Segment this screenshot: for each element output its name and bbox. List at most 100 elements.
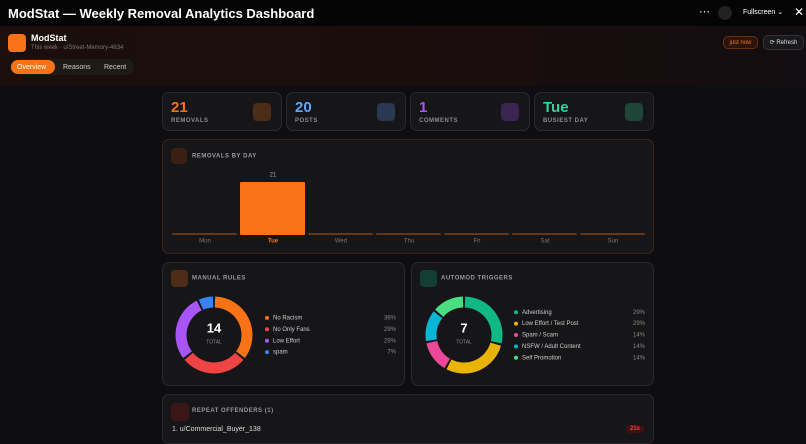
header: ModStat This week · u/Street-Memory-4634… xyxy=(0,26,806,86)
section-title: REPEAT OFFENDERS (1) xyxy=(192,408,274,414)
title-bar: ModStat — Weekly Removal Analytics Dashb… xyxy=(0,0,806,26)
section-icon xyxy=(420,270,437,287)
legend-value: 36% xyxy=(384,315,397,321)
donut-total-label: TOTAL xyxy=(456,339,472,345)
bar-value-label: 21 xyxy=(270,173,277,179)
bar xyxy=(172,233,237,235)
pie-card: MANUAL RULES No Racism 36% No Only Fans 29% L… xyxy=(162,262,405,386)
legend-value: 14% xyxy=(633,333,646,339)
donut-total: 7 xyxy=(460,320,467,335)
legend-dot xyxy=(265,338,269,343)
legend-value: 29% xyxy=(633,321,646,327)
tab[interactable]: Reasons xyxy=(63,64,91,71)
pie-chart: MANUAL RULES No Racism 36% No Only Fans 29% L… xyxy=(171,270,397,374)
x-tick-label: Sat xyxy=(540,239,549,245)
section-title: AUTOMOD TRIGGERS xyxy=(441,276,513,282)
legend-label: Advertising xyxy=(522,310,552,316)
legend-label: Self Promotion xyxy=(522,355,561,361)
donut-segment xyxy=(435,296,464,318)
stat-card: Tue BUSIEST DAY xyxy=(534,92,654,131)
legend-value: 29% xyxy=(633,310,646,316)
window-title: ModStat — Weekly Removal Analytics Dashb… xyxy=(8,6,315,21)
x-tick-label: Tue xyxy=(268,239,279,245)
offender-name: 1. u/Commercial_Buyer_138 xyxy=(172,426,261,433)
stat-label: POSTS xyxy=(295,118,318,124)
stat-icon xyxy=(625,103,643,121)
app-name: ModStat xyxy=(31,33,67,43)
section-icon xyxy=(171,270,188,287)
theme-button[interactable] xyxy=(718,6,732,20)
legend-label: spam xyxy=(273,350,288,356)
refresh-button[interactable]: ⟳ Refresh xyxy=(763,35,804,50)
stat-value: 1 xyxy=(419,99,428,116)
app-icon xyxy=(8,34,26,52)
legend-dot xyxy=(514,310,518,315)
legend-label: NSFW / Adult Content xyxy=(522,344,581,350)
tab[interactable]: Recent xyxy=(104,64,127,71)
subtitle: This week · u/Street-Memory-4634 xyxy=(31,45,124,51)
bar xyxy=(376,233,441,235)
stat-label: COMMENTS xyxy=(419,118,458,124)
section-title: MANUAL RULES xyxy=(192,276,246,282)
donut-segment xyxy=(184,352,244,374)
donut-total-label: TOTAL xyxy=(206,339,222,345)
x-tick-label: Sun xyxy=(608,239,619,245)
stat-value: 20 xyxy=(295,99,312,116)
donut-total: 14 xyxy=(207,320,222,335)
legend-label: Low Effort / Test Post xyxy=(522,321,579,327)
stat-card: 20 POSTS xyxy=(286,92,406,131)
legend-label: No Only Fans xyxy=(273,327,310,333)
bar xyxy=(580,233,645,235)
stat-card: 21 REMOVALS xyxy=(162,92,282,131)
pie-card: AUTOMOD TRIGGERS Advertising 29% Low Effort… xyxy=(411,262,654,386)
donut-segment xyxy=(198,296,214,310)
stat-icon xyxy=(501,103,519,121)
bar xyxy=(512,233,577,235)
legend-dot xyxy=(514,344,518,349)
donut-segment xyxy=(464,296,503,344)
stat-card: 1 COMMENTS xyxy=(410,92,530,131)
legend-dot xyxy=(265,315,269,320)
section-icon xyxy=(171,148,187,164)
legend-label: Spam / Scam xyxy=(522,333,558,339)
legend-value: 29% xyxy=(384,327,397,333)
bar xyxy=(240,182,305,235)
donut-segment xyxy=(446,342,501,374)
status-badge: just now xyxy=(723,36,758,49)
stat-icon xyxy=(377,103,395,121)
donut-segment xyxy=(425,311,443,342)
legend-value: 7% xyxy=(387,350,396,356)
stat-value: 21 xyxy=(171,99,188,116)
bar xyxy=(308,233,373,235)
legend-dot xyxy=(514,321,518,326)
tab[interactable]: Overview xyxy=(17,64,47,71)
menu-button[interactable]: ⋯ xyxy=(699,6,710,18)
donut-segment xyxy=(175,300,202,358)
stat-icon xyxy=(253,103,271,121)
fullscreen-label: Fullscreen xyxy=(743,9,776,16)
x-tick-label: Wed xyxy=(335,239,347,245)
pie-chart: AUTOMOD TRIGGERS Advertising 29% Low Effort… xyxy=(420,270,646,374)
x-tick-label: Fri xyxy=(474,239,481,245)
stat-value: Tue xyxy=(543,99,569,116)
close-button[interactable]: ✕ xyxy=(794,5,805,19)
bar-card: REMOVALS BY DAY Mon 21 Tue Wed Thu Fri Sat Sun xyxy=(162,139,654,254)
bar xyxy=(444,233,509,235)
legend-value: 14% xyxy=(633,344,646,350)
fullscreen-button[interactable]: Fullscreen ⌄ xyxy=(743,9,784,16)
legend-dot xyxy=(514,333,518,337)
refresh-label: Refresh xyxy=(776,40,798,46)
legend-label: No Racism xyxy=(273,315,302,321)
stat-label: BUSIEST DAY xyxy=(543,118,589,124)
legend-dot xyxy=(514,355,518,360)
legend-dot xyxy=(265,350,269,355)
x-tick-label: Mon xyxy=(199,239,211,245)
donut-segment xyxy=(214,296,253,358)
legend-label: Low Effort xyxy=(273,338,300,344)
section-title: REMOVALS BY DAY xyxy=(192,154,257,160)
bar-chart: REMOVALS BY DAY Mon 21 Tue Wed Thu Fri Sat Sun xyxy=(171,148,645,245)
legend-dot xyxy=(265,327,269,332)
section-icon xyxy=(171,403,189,421)
stat-label: REMOVALS xyxy=(171,118,209,124)
